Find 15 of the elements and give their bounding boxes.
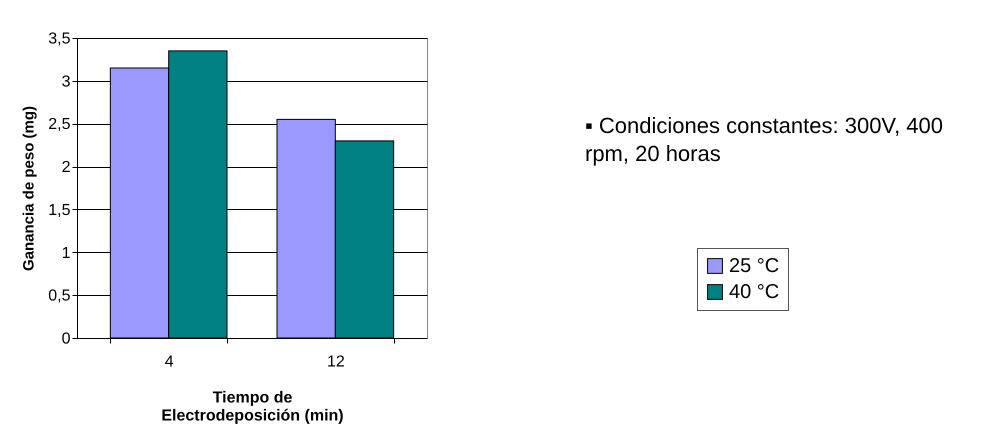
y-tick-label: 2 [62, 159, 71, 176]
y-tick-label: 2,5 [48, 116, 71, 134]
x-tick-label: 4 [164, 354, 174, 370]
y-tick-label: 1 [62, 244, 71, 262]
y-axis-title: Ganancia de peso (mg) [20, 106, 38, 272]
y-tick-label: 1,5 [48, 202, 71, 219]
text: ▪ Condiciones constantes: 300V, 400 rpm, 20 horas [585, 112, 944, 168]
y-tick-label: 0,5 [48, 288, 71, 305]
x-tick-label: 12 [326, 354, 345, 370]
y-tick-label: 3,5 [48, 30, 71, 48]
legend-label: 40 °C [729, 281, 780, 303]
legend-label: 25 °C [729, 255, 780, 277]
y-tick-label: 3 [62, 73, 71, 90]
y-tick-label: 0 [62, 330, 71, 348]
x-axis-title: Tiempo de Electrodeposición (min) [161, 390, 344, 424]
